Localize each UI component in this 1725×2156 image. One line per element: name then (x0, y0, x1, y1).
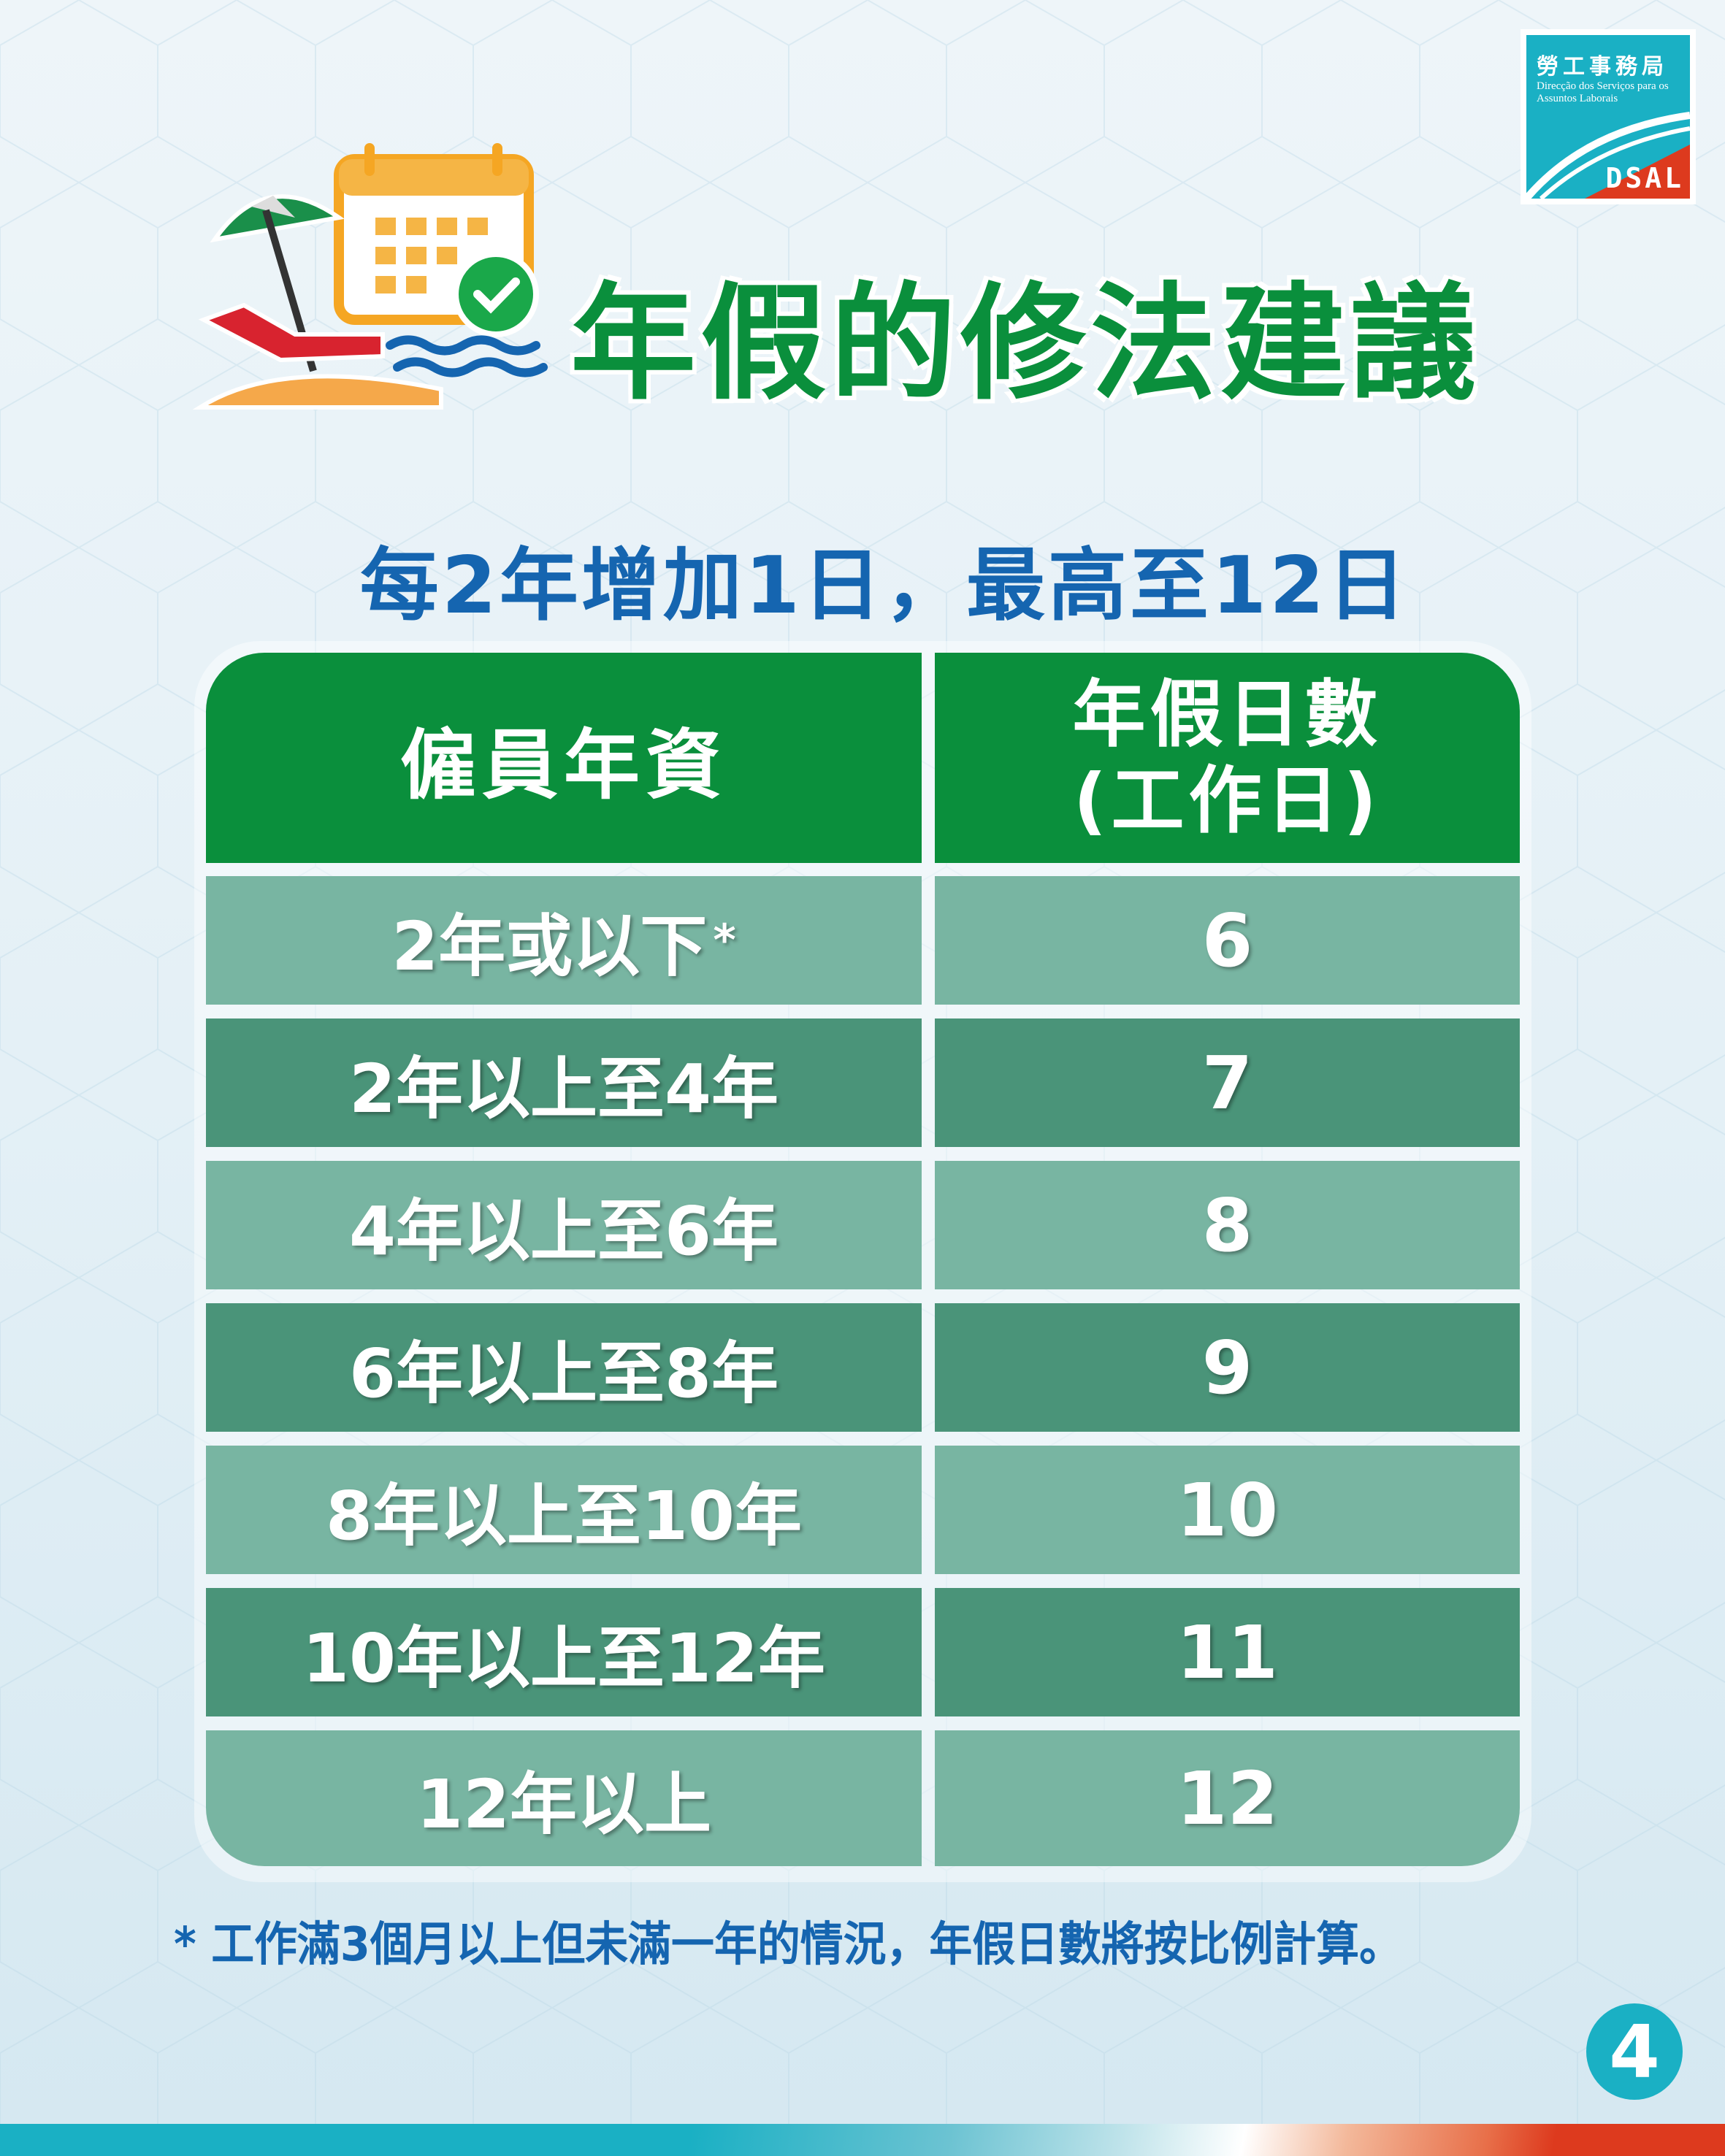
page-number-badge: 4 (1586, 2003, 1683, 2100)
table-row-seniority: 2年以上至4年 (206, 1018, 922, 1147)
table-row-days: 9 (935, 1303, 1520, 1432)
table-row-days: 11 (935, 1588, 1520, 1716)
header-leave-days-line1: 年假日數 (1072, 672, 1382, 757)
table-row-days: 12 (935, 1730, 1520, 1866)
footnote: * 工作滿3個月以上但未滿一年的情況，年假日數將按比例計算。 (174, 1918, 1403, 1972)
table-row-seniority: 10年以上至12年 (206, 1588, 922, 1716)
header-leave-days-line2: (工作日) (1073, 758, 1382, 843)
table-row-seniority: 4年以上至6年 (206, 1161, 922, 1289)
logo-chinese-name: 勞工事務局 (1537, 54, 1668, 80)
subtitle: 每2年增加1日，最高至12日 (359, 540, 1410, 632)
footnote-marker: * (713, 915, 736, 966)
seniority-text: 2年或以下 (391, 907, 708, 986)
table-row-seniority: 12年以上 (206, 1730, 922, 1866)
logo-portuguese-name: Direcção dos Serviços para os Assuntos L… (1537, 80, 1669, 104)
seniority-text: 10年以上至12年 (302, 1619, 826, 1697)
header-seniority: 僱員年資 (206, 653, 922, 863)
page-title: 年假的修法建議 (570, 270, 1480, 417)
beach-calendar-icon (193, 143, 548, 410)
table-row-days: 8 (935, 1161, 1520, 1289)
table-row-days: 10 (935, 1446, 1520, 1574)
seniority-text: 6年以上至8年 (348, 1334, 779, 1413)
table-row-days: 6 (935, 876, 1520, 1005)
logo-abbr: DSAL (1605, 162, 1684, 194)
header-leave-days: 年假日數 (工作日) (935, 653, 1520, 863)
table-row-seniority: 6年以上至8年 (206, 1303, 922, 1432)
table-row-days: 7 (935, 1018, 1520, 1147)
dsal-logo: 勞工事務局 Direcção dos Serviços para os Assu… (1521, 29, 1696, 204)
seniority-text: 12年以上 (416, 1765, 712, 1844)
table-row-seniority: 8年以上至10年 (206, 1446, 922, 1574)
seniority-text: 8年以上至10年 (325, 1476, 803, 1555)
seniority-text: 4年以上至6年 (348, 1192, 779, 1270)
bottom-stripe (0, 2124, 1725, 2156)
seniority-text: 2年以上至4年 (348, 1049, 779, 1128)
table-row-seniority: 2年或以下 * (206, 876, 922, 1005)
